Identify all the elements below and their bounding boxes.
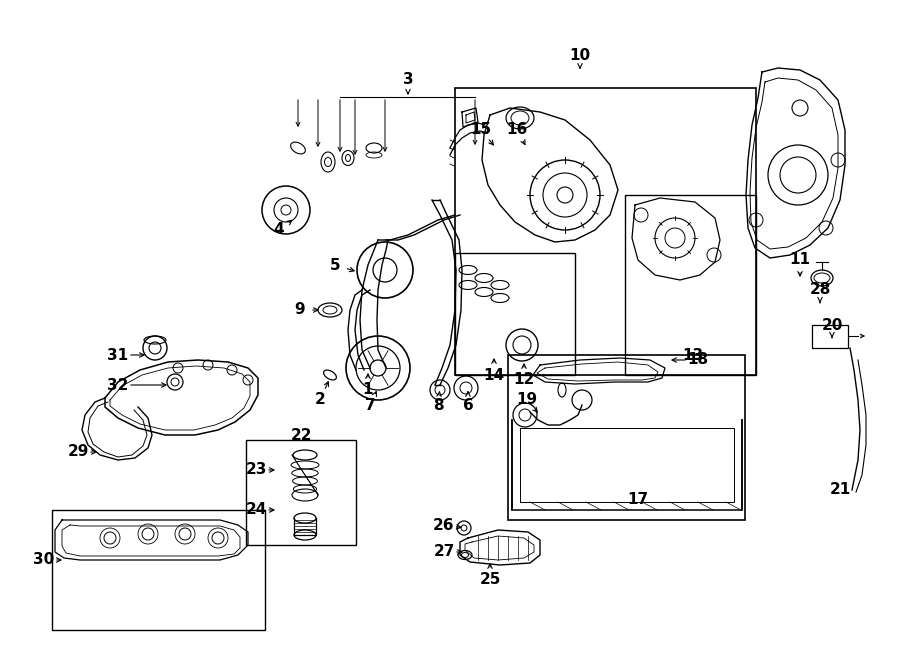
Text: 16: 16 <box>507 122 527 137</box>
Text: 6: 6 <box>463 397 473 412</box>
Text: 9: 9 <box>294 303 305 317</box>
Text: 29: 29 <box>68 444 89 459</box>
Text: 15: 15 <box>471 122 491 137</box>
Text: 1: 1 <box>363 383 374 397</box>
Text: 31: 31 <box>107 348 129 362</box>
Text: 17: 17 <box>627 492 649 508</box>
Text: 3: 3 <box>402 73 413 87</box>
Bar <box>52 510 265 630</box>
Bar <box>625 195 756 375</box>
Bar <box>455 88 756 375</box>
Text: 21: 21 <box>830 483 850 498</box>
Text: 32: 32 <box>107 377 129 393</box>
Text: 25: 25 <box>480 572 500 588</box>
Bar <box>508 355 745 520</box>
Text: 2: 2 <box>315 393 326 407</box>
Text: 8: 8 <box>433 397 444 412</box>
Text: 26: 26 <box>433 518 454 533</box>
Text: 7: 7 <box>364 397 375 412</box>
Text: 4: 4 <box>274 223 284 237</box>
Text: 28: 28 <box>809 282 831 297</box>
Text: 24: 24 <box>246 502 266 518</box>
Text: 13: 13 <box>682 348 704 362</box>
Text: 20: 20 <box>822 317 842 332</box>
Text: 23: 23 <box>246 463 266 477</box>
Text: 18: 18 <box>688 352 708 368</box>
Text: 30: 30 <box>33 553 55 568</box>
Text: 19: 19 <box>517 393 537 407</box>
Text: 27: 27 <box>433 545 454 559</box>
Text: 10: 10 <box>570 48 590 63</box>
Text: 12: 12 <box>513 373 535 387</box>
Text: 14: 14 <box>483 368 505 383</box>
Text: 5: 5 <box>329 258 340 272</box>
Text: 11: 11 <box>789 253 811 268</box>
Text: 22: 22 <box>292 428 313 442</box>
Bar <box>812 325 848 348</box>
Bar <box>246 440 356 545</box>
Bar <box>455 253 575 375</box>
